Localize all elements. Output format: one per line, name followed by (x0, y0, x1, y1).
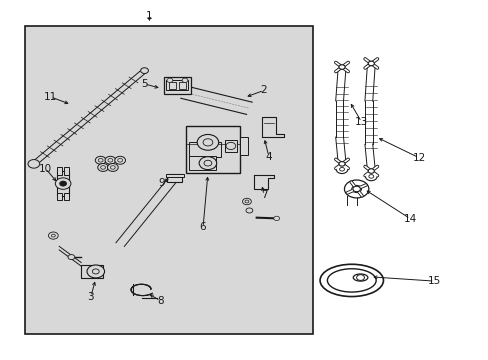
Polygon shape (346, 196, 356, 205)
Bar (92, 265, 102, 278)
Ellipse shape (327, 269, 375, 292)
Ellipse shape (352, 274, 367, 281)
Circle shape (225, 142, 235, 149)
Circle shape (68, 255, 75, 260)
Text: 6: 6 (199, 222, 206, 232)
Bar (64, 167, 69, 175)
Circle shape (197, 134, 218, 150)
Circle shape (199, 157, 216, 170)
Circle shape (242, 198, 251, 205)
Text: 14: 14 (403, 214, 416, 224)
Circle shape (110, 166, 115, 169)
Bar (25, 26, 312, 334)
Circle shape (92, 269, 99, 274)
Bar (163, 77, 190, 94)
Text: 4: 4 (265, 152, 272, 162)
Circle shape (98, 163, 108, 171)
Circle shape (352, 186, 360, 192)
Circle shape (245, 208, 252, 213)
Circle shape (87, 265, 104, 278)
Circle shape (338, 162, 345, 166)
Polygon shape (254, 175, 273, 189)
Text: 15: 15 (427, 276, 440, 286)
Circle shape (101, 166, 105, 169)
Bar (178, 82, 185, 89)
Bar (185, 126, 239, 173)
Circle shape (203, 160, 211, 166)
Circle shape (344, 180, 368, 198)
Circle shape (273, 216, 279, 221)
Circle shape (338, 65, 345, 69)
Text: 3: 3 (87, 292, 94, 302)
Text: 9: 9 (158, 178, 164, 188)
Circle shape (51, 234, 55, 237)
Bar (165, 174, 183, 177)
Circle shape (55, 178, 71, 189)
Circle shape (339, 167, 344, 171)
Circle shape (60, 181, 66, 186)
Text: 13: 13 (354, 117, 367, 127)
Circle shape (28, 159, 40, 168)
Bar (57, 193, 61, 201)
Bar (81, 265, 92, 278)
Bar (57, 171, 69, 196)
Text: 2: 2 (260, 85, 267, 95)
Bar (189, 156, 216, 170)
Text: 10: 10 (39, 163, 52, 174)
Bar (166, 80, 188, 90)
Bar (168, 82, 176, 89)
Circle shape (95, 156, 106, 164)
Polygon shape (116, 176, 178, 246)
Polygon shape (335, 69, 345, 101)
Text: 11: 11 (44, 92, 57, 102)
Bar (224, 140, 237, 152)
Circle shape (365, 172, 376, 181)
Circle shape (118, 158, 122, 162)
Ellipse shape (320, 264, 383, 297)
Bar (239, 137, 248, 155)
Circle shape (203, 139, 212, 146)
Circle shape (368, 175, 373, 178)
Polygon shape (364, 144, 374, 170)
Circle shape (107, 163, 118, 171)
Polygon shape (261, 117, 283, 137)
Circle shape (367, 61, 374, 66)
Circle shape (48, 232, 58, 239)
Polygon shape (181, 86, 252, 114)
Circle shape (115, 156, 125, 164)
Text: 12: 12 (411, 153, 425, 163)
Bar (57, 167, 61, 175)
Circle shape (351, 185, 361, 193)
Polygon shape (335, 137, 345, 162)
Text: 5: 5 (141, 79, 147, 89)
Circle shape (105, 156, 116, 164)
Text: 1: 1 (146, 11, 152, 21)
Circle shape (244, 200, 248, 203)
Circle shape (356, 275, 364, 280)
Circle shape (367, 169, 374, 173)
Text: 7: 7 (260, 190, 267, 200)
Polygon shape (364, 65, 374, 101)
Bar (167, 174, 182, 182)
Bar (64, 193, 69, 201)
Circle shape (166, 78, 172, 82)
Polygon shape (335, 101, 343, 137)
Circle shape (141, 68, 148, 73)
Circle shape (98, 158, 103, 162)
Text: 8: 8 (157, 296, 163, 306)
Circle shape (335, 165, 347, 174)
Circle shape (182, 78, 187, 82)
Circle shape (108, 158, 113, 162)
Bar (189, 142, 221, 157)
Polygon shape (364, 101, 372, 144)
